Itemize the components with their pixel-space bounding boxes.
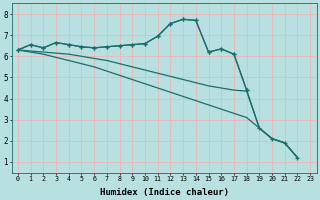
X-axis label: Humidex (Indice chaleur): Humidex (Indice chaleur)	[100, 188, 228, 197]
